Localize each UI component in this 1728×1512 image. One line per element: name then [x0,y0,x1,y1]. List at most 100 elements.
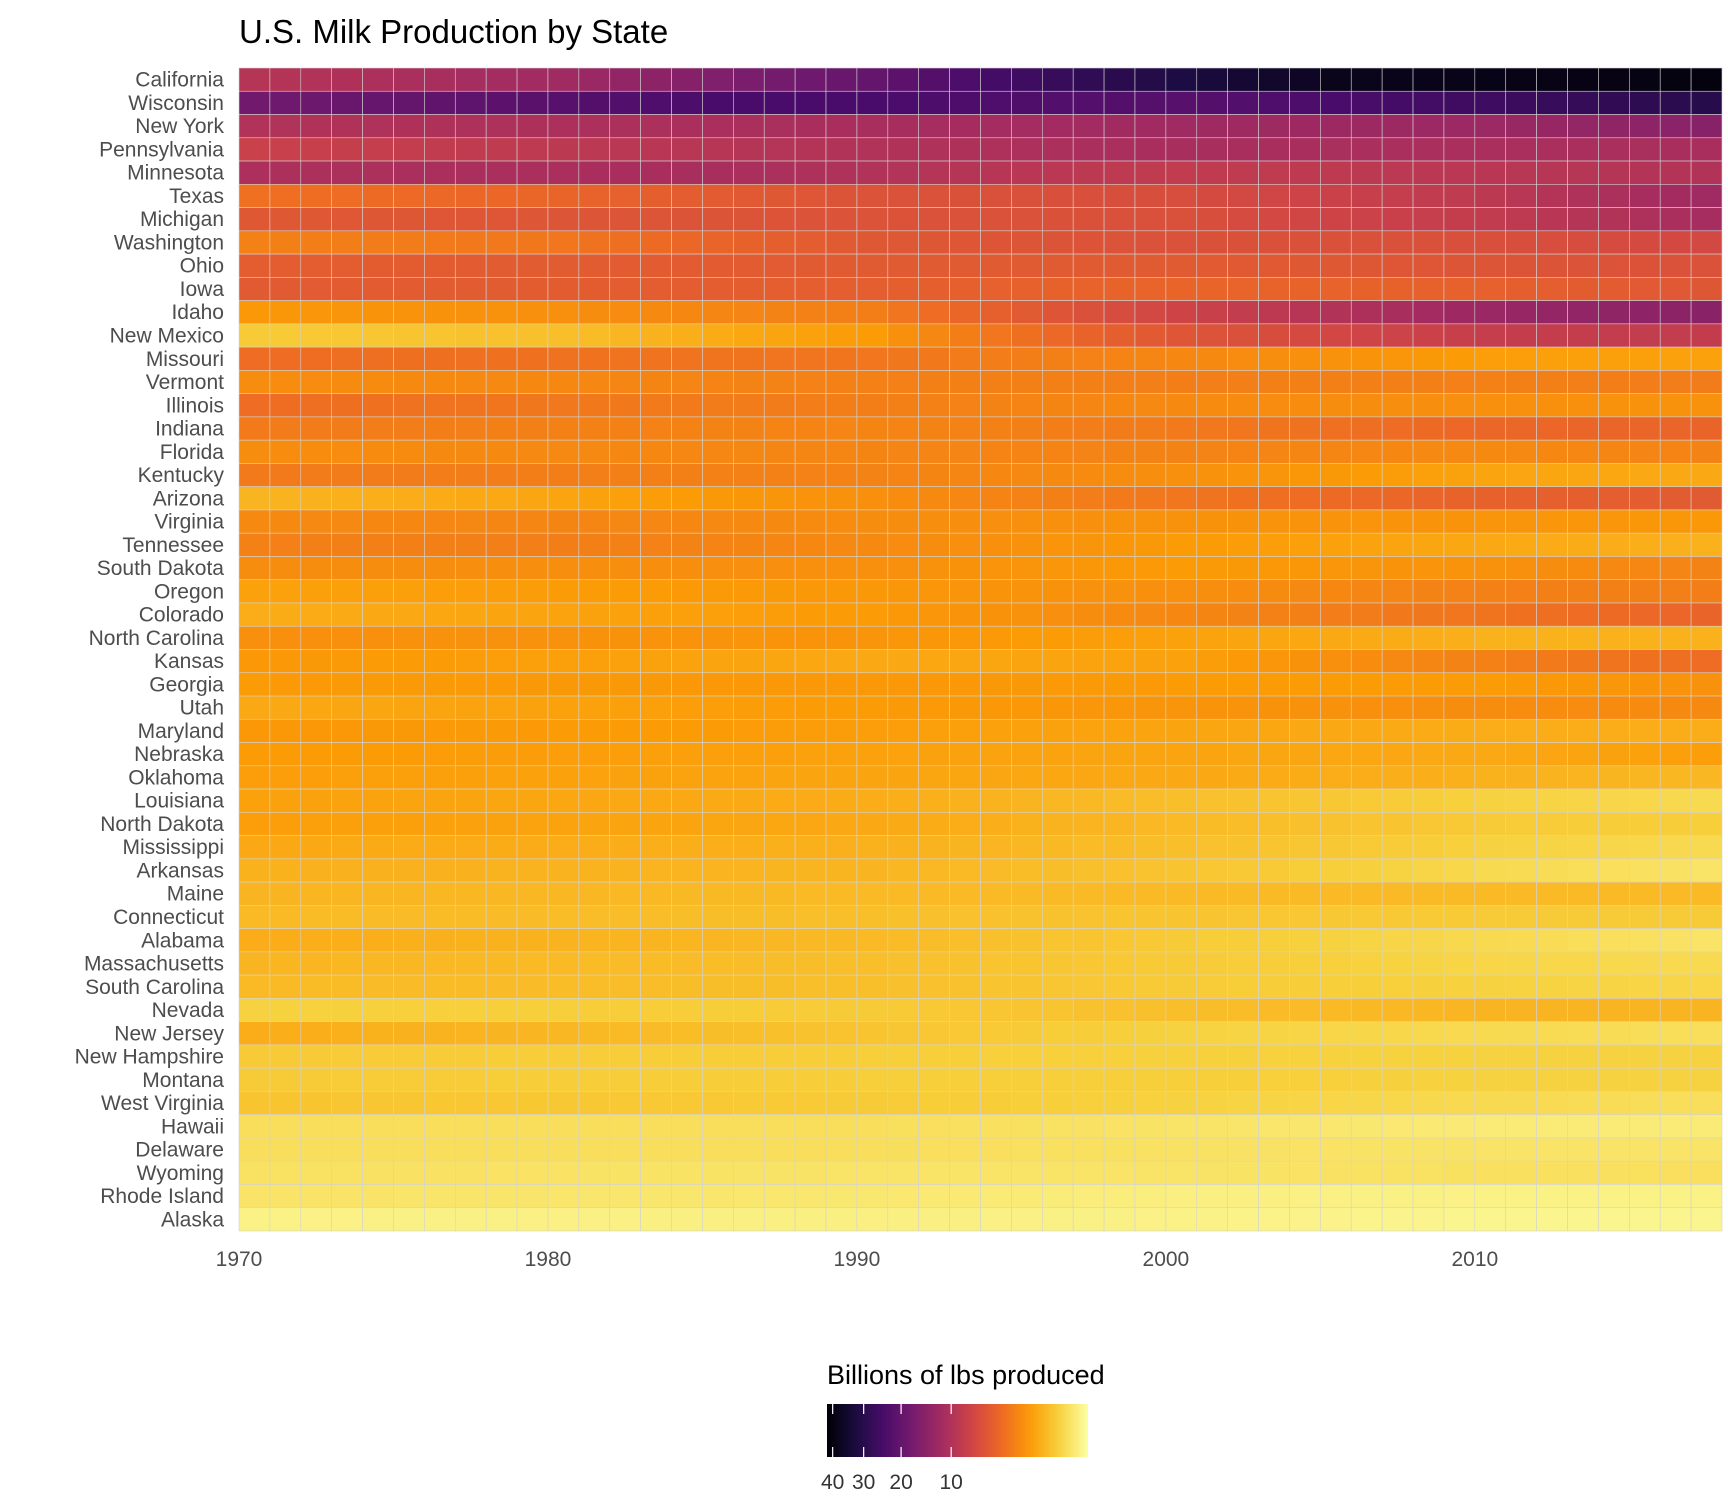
heatmap-cell [1289,207,1321,232]
heatmap-cell [609,253,641,278]
heatmap-cell [300,207,332,232]
heatmap-cell [1659,463,1692,487]
heatmap-cell [949,742,981,767]
heatmap-cell [1289,1184,1321,1209]
heatmap-cell [609,90,641,115]
heatmap-cell [671,579,703,604]
x-tick-label: 1990 [834,1248,881,1271]
heatmap-cell [1690,67,1723,92]
heatmap-cell [1320,160,1352,185]
heatmap-cell [856,1184,889,1209]
heatmap-cell [331,416,363,441]
heatmap-cell [547,532,580,557]
heatmap-cell [671,393,703,418]
heatmap-cell [702,625,734,650]
heatmap-cell [640,346,672,371]
heatmap-cell [1690,184,1723,208]
heatmap-cell [516,253,549,278]
heatmap-cell [1443,928,1476,953]
heatmap-cell [856,160,889,185]
heatmap-cell [1072,1021,1105,1046]
heatmap-cell [887,881,920,906]
heatmap-cell [1196,300,1228,325]
heatmap-cell [1350,812,1383,836]
heatmap-cell [1505,672,1537,697]
heatmap-cell [825,672,858,697]
heatmap-cell [485,486,518,511]
heatmap-cell [887,974,920,999]
heatmap-cell [547,486,580,511]
heatmap-cell [269,486,302,511]
heatmap-cell [1258,649,1290,674]
heatmap-cell [1690,370,1723,394]
heatmap-cell [1258,602,1290,627]
heatmap-cell [516,602,549,627]
heatmap-cell [1474,532,1507,557]
heatmap-cell [362,439,394,464]
heatmap-cell [640,1021,672,1046]
heatmap-cell [578,114,611,139]
state-label: Hawaii [161,1115,224,1138]
heatmap-cell [794,137,827,162]
heatmap-cell [1041,672,1074,697]
heatmap-cell [578,1114,611,1139]
heatmap-cell [1289,277,1321,301]
heatmap-cell [794,835,827,860]
heatmap-cell [1505,602,1537,627]
heatmap-cell [1629,486,1661,511]
heatmap-cell [671,649,703,674]
heatmap-cell [1381,579,1414,604]
heatmap-cell [331,184,363,208]
heatmap-cell [362,812,394,836]
heatmap-cell [1629,67,1661,92]
heatmap-cell [331,486,363,511]
heatmap-cell [485,1114,518,1139]
heatmap-cell [1629,742,1661,767]
heatmap-cell [794,881,827,906]
heatmap-cell [671,951,703,976]
heatmap-cell [362,858,394,883]
heatmap-cell [702,160,734,185]
heatmap-cell [640,1044,672,1069]
heatmap-cell [578,835,611,860]
heatmap-cell [856,207,889,232]
heatmap-cell [1505,649,1537,674]
heatmap-cell [763,1207,796,1232]
heatmap-cell [1165,718,1198,743]
heatmap-cell [393,114,425,139]
heatmap-cell [640,579,672,604]
heatmap-cell [238,1207,271,1232]
heatmap-cell [393,649,425,674]
heatmap-cell [1011,346,1043,371]
heatmap-cell [609,974,641,999]
heatmap-cell [1165,1021,1198,1046]
heatmap-cell [1443,1067,1476,1092]
heatmap-cell [1690,393,1723,418]
heatmap-cell [1258,67,1290,92]
heatmap-cell [1289,1091,1321,1115]
heatmap-cell [578,137,611,162]
heatmap-cell [1289,812,1321,836]
heatmap-cell [1474,114,1507,139]
heatmap-cell [609,835,641,860]
heatmap-cell [269,207,302,232]
heatmap-cell [1165,439,1198,464]
heatmap-cell [733,67,765,92]
heatmap-cell [238,881,271,906]
heatmap-cell [1598,1044,1630,1069]
heatmap-cell [1412,160,1445,185]
heatmap-cell [640,486,672,511]
heatmap-cell [547,346,580,371]
heatmap-cell [1258,393,1290,418]
heatmap-cell [918,602,950,627]
heatmap-cell [1350,1184,1383,1209]
heatmap-cell [949,625,981,650]
heatmap-cell [1258,974,1290,999]
heatmap-cell [1011,858,1043,883]
heatmap-cell [424,370,456,394]
heatmap-cell [578,160,611,185]
heatmap-cell [763,625,796,650]
heatmap-cell [1103,1160,1136,1185]
heatmap-cell [1289,416,1321,441]
state-label: West Virginia [101,1092,224,1115]
